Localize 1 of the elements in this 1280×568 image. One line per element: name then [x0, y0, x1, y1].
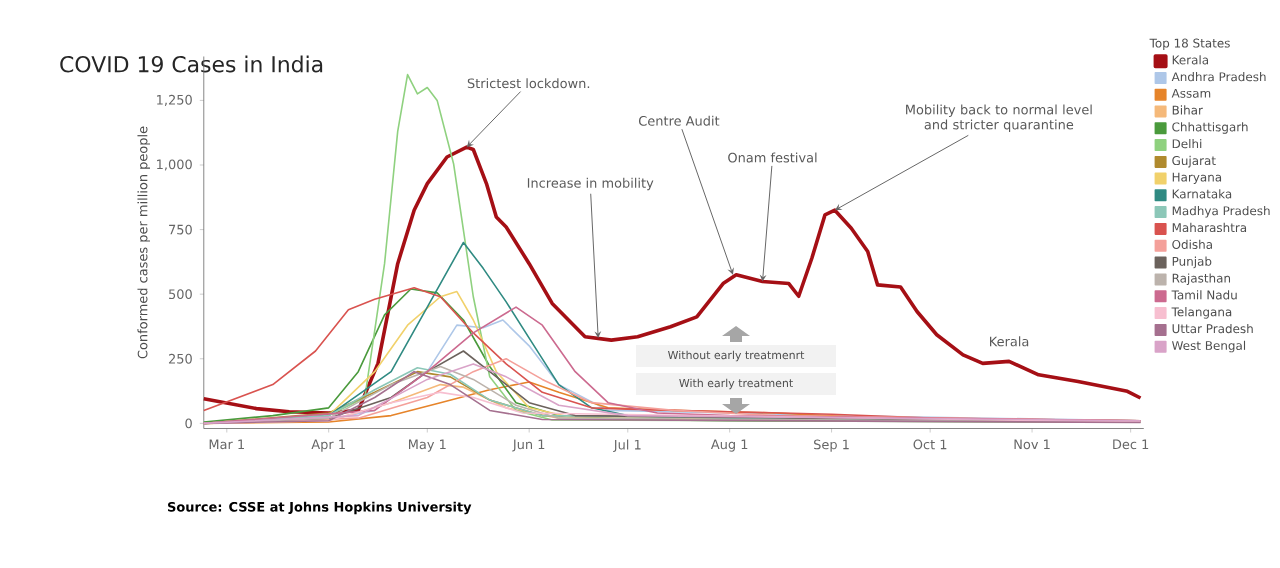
chart-title: COVID 19 Cases in India	[60, 55, 323, 73]
